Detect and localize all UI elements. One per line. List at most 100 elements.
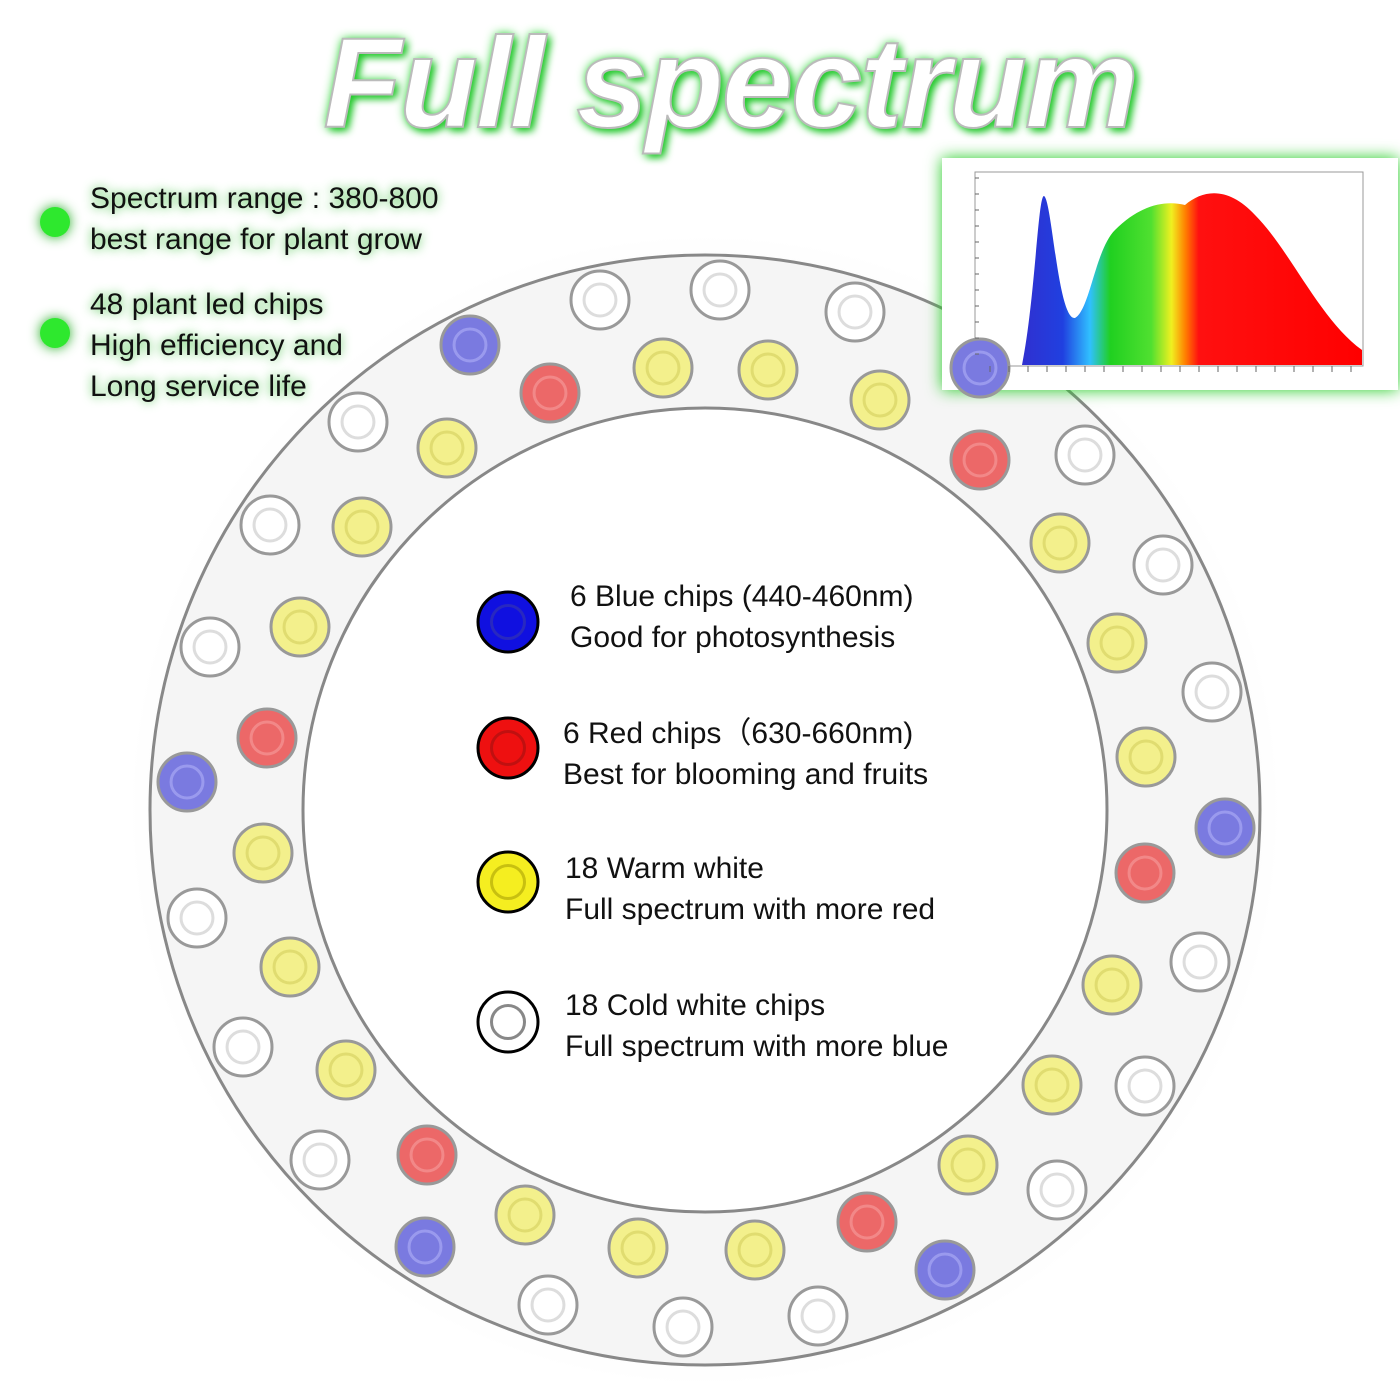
led-chip-core — [429, 430, 465, 466]
led-chip-core — [800, 1298, 836, 1334]
led-chip — [914, 1239, 976, 1301]
led-chip-core — [169, 764, 205, 800]
led-chip-core — [1042, 525, 1078, 561]
bullet — [40, 318, 70, 348]
led-chip-core — [409, 1137, 445, 1173]
led-chip — [689, 259, 751, 321]
led-chip — [632, 337, 694, 399]
led-chip — [1021, 1054, 1083, 1116]
led-chip — [652, 1296, 714, 1358]
led-chip — [1026, 1159, 1088, 1221]
led-chip-core — [927, 1252, 963, 1288]
led-chip — [1054, 424, 1116, 486]
led-chip — [737, 339, 799, 401]
led-chip-core — [192, 629, 228, 665]
led-chip — [1194, 797, 1256, 859]
plot-frame — [974, 171, 1364, 367]
led-chip-core — [1067, 437, 1103, 473]
led-chip — [1114, 842, 1176, 904]
bullet — [40, 207, 70, 237]
legend-text: 6 Blue chips (440-460nm) Good for photosy… — [570, 576, 914, 658]
led-chip-core — [962, 350, 998, 386]
legend-text: 18 Cold white chips Full spectrum with mo… — [565, 985, 948, 1067]
led-chip-core — [1182, 944, 1218, 980]
led-chip-core — [1099, 625, 1135, 661]
led-chip — [824, 281, 886, 343]
led-chip-core — [340, 404, 376, 440]
led-chip-core — [225, 1029, 261, 1065]
led-chip — [949, 429, 1011, 491]
legend-chip — [476, 990, 540, 1054]
led-chip — [519, 362, 581, 424]
led-chip — [156, 751, 218, 813]
led-chip-core — [532, 375, 568, 411]
legend-line: 6 Blue chips (440-460nm) — [570, 580, 914, 613]
led-chip-core — [1127, 1068, 1163, 1104]
led-chip-core — [962, 442, 998, 478]
led-chip — [607, 1217, 669, 1279]
legend-line: Good for photosynthesis — [570, 621, 896, 654]
led-chip — [937, 1134, 999, 1196]
led-chip — [1169, 931, 1231, 993]
led-chip — [1114, 1055, 1176, 1117]
led-chip-core — [344, 509, 380, 545]
led-chip-core — [750, 352, 786, 388]
inner-ring — [301, 406, 1109, 1214]
led-chip — [1132, 534, 1194, 596]
led-chip — [1029, 512, 1091, 574]
spectrum-area — [1022, 193, 1362, 365]
legend-chip — [476, 850, 540, 914]
led-chip — [179, 616, 241, 678]
legend-line: 18 Warm white — [565, 852, 764, 885]
led-chip — [331, 496, 393, 558]
legend-chip — [476, 716, 540, 780]
led-chip-core — [530, 1287, 566, 1323]
legend-line: 6 Red chips（630-660nm) — [563, 717, 914, 750]
led-chip-core — [272, 949, 308, 985]
led-chip — [1086, 612, 1148, 674]
led-chip — [239, 494, 301, 556]
led-chip — [416, 417, 478, 479]
led-chip-core — [665, 1309, 701, 1345]
led-chip-core — [837, 294, 873, 330]
led-chip — [949, 337, 1011, 399]
led-chip-core — [737, 1232, 773, 1268]
led-chip — [724, 1219, 786, 1281]
led-chip — [787, 1285, 849, 1347]
legend-line: Full spectrum with more blue — [565, 1030, 949, 1063]
legend-chip-core — [490, 730, 526, 766]
led-chip — [1081, 954, 1143, 1016]
feature-line: 48 plant led chips — [90, 288, 324, 321]
led-chip-core — [1128, 739, 1164, 775]
led-chip-core — [507, 1197, 543, 1233]
led-chip-core — [702, 272, 738, 308]
led-chip-core — [620, 1230, 656, 1266]
led-chip-core — [245, 835, 281, 871]
led-chip-core — [1145, 547, 1181, 583]
led-chip-core — [1034, 1067, 1070, 1103]
led-chip — [212, 1016, 274, 1078]
led-chip-core — [1207, 810, 1243, 846]
led-chip-core — [1039, 1172, 1075, 1208]
led-chip — [236, 707, 298, 769]
legend-line: 18 Cold white chips — [565, 989, 826, 1022]
legend-line: Best for blooming and fruits — [563, 758, 929, 791]
led-chip-core — [328, 1052, 364, 1088]
led-chip-core — [302, 1142, 338, 1178]
led-chip — [1115, 726, 1177, 788]
led-chip — [439, 314, 501, 376]
led-chip — [836, 1191, 898, 1253]
legend-line: Full spectrum with more red — [565, 893, 936, 926]
led-chip-core — [452, 327, 488, 363]
led-chip — [569, 269, 631, 331]
led-chip-core — [282, 609, 318, 645]
led-chip-core — [249, 720, 285, 756]
led-chip — [259, 936, 321, 998]
led-chip-core — [950, 1147, 986, 1183]
led-chip — [232, 822, 294, 884]
feature-line: best range for plant grow — [90, 223, 422, 256]
led-chip-core — [1127, 855, 1163, 891]
title: Full spectrum — [322, 11, 1139, 156]
